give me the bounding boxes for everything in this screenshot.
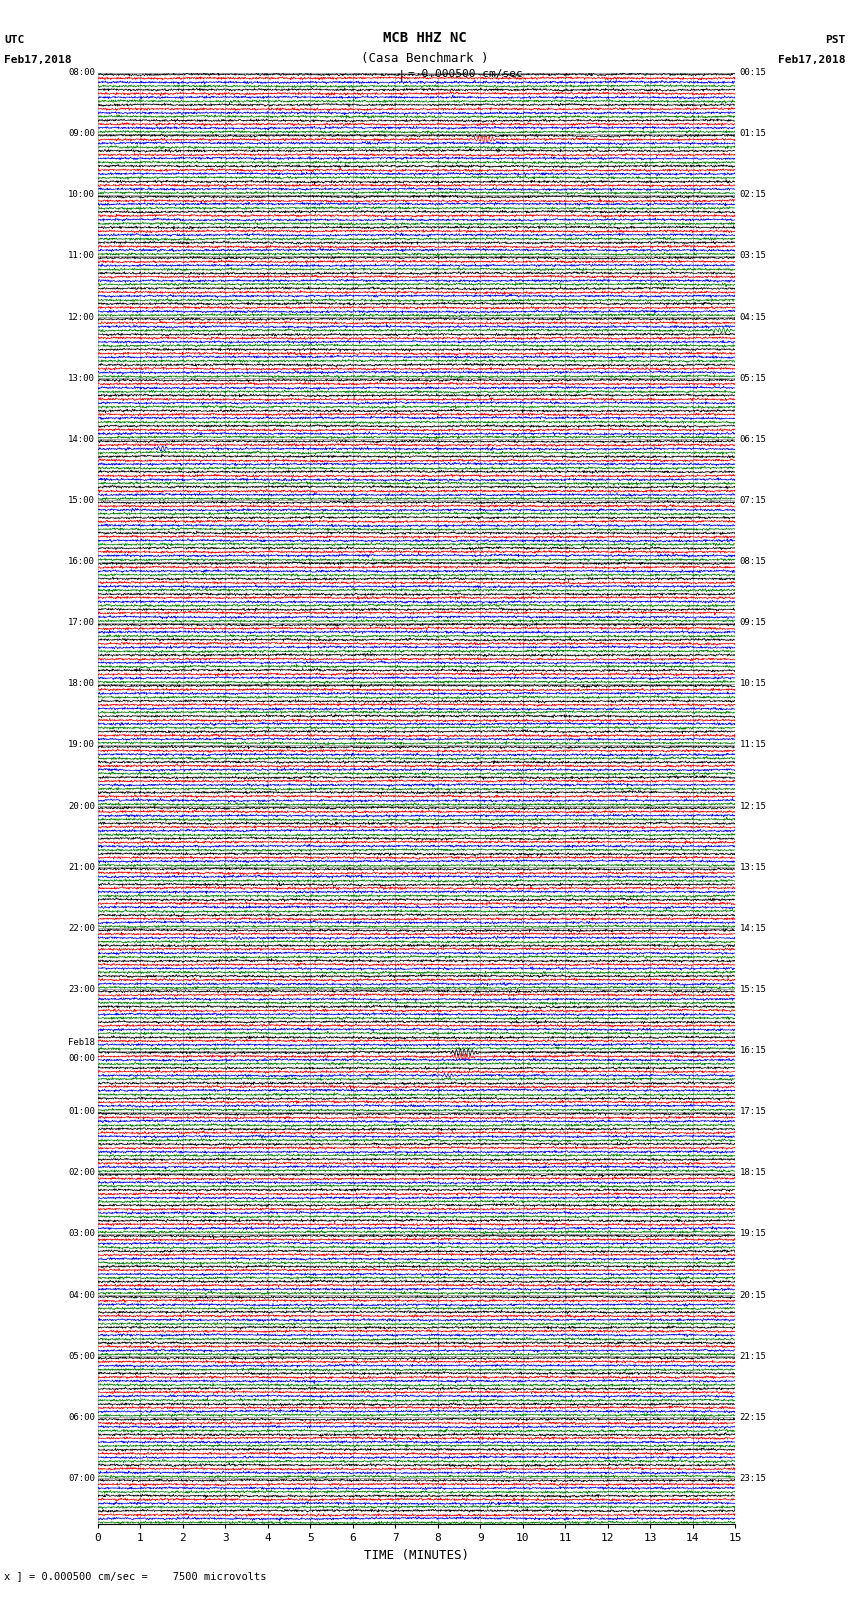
- Text: 02:00: 02:00: [68, 1168, 95, 1177]
- Text: 09:15: 09:15: [740, 618, 767, 627]
- Text: 16:00: 16:00: [68, 556, 95, 566]
- Text: 11:15: 11:15: [740, 740, 767, 750]
- Text: 07:15: 07:15: [740, 495, 767, 505]
- Text: 14:15: 14:15: [740, 924, 767, 932]
- Text: Feb17,2018: Feb17,2018: [4, 55, 71, 65]
- Text: 00:00: 00:00: [68, 1053, 95, 1063]
- Text: (Casa Benchmark ): (Casa Benchmark ): [361, 52, 489, 65]
- Text: 17:00: 17:00: [68, 618, 95, 627]
- Text: PST: PST: [825, 35, 846, 45]
- Text: = 0.000500 cm/sec: = 0.000500 cm/sec: [408, 69, 523, 79]
- Text: 19:00: 19:00: [68, 740, 95, 750]
- Text: 19:15: 19:15: [740, 1229, 767, 1239]
- Text: 04:15: 04:15: [740, 313, 767, 321]
- Text: 00:15: 00:15: [740, 68, 767, 77]
- Text: 15:00: 15:00: [68, 495, 95, 505]
- Text: 20:15: 20:15: [740, 1290, 767, 1300]
- Text: 23:15: 23:15: [740, 1474, 767, 1482]
- Text: 13:00: 13:00: [68, 374, 95, 382]
- X-axis label: TIME (MINUTES): TIME (MINUTES): [364, 1548, 469, 1561]
- Text: 16:15: 16:15: [740, 1047, 767, 1055]
- Text: Feb18: Feb18: [68, 1039, 95, 1047]
- Text: |: |: [398, 69, 405, 82]
- Text: 03:15: 03:15: [740, 252, 767, 260]
- Text: 20:00: 20:00: [68, 802, 95, 811]
- Text: 23:00: 23:00: [68, 986, 95, 994]
- Text: 02:15: 02:15: [740, 190, 767, 200]
- Text: 10:00: 10:00: [68, 190, 95, 200]
- Text: 17:15: 17:15: [740, 1107, 767, 1116]
- Text: 12:15: 12:15: [740, 802, 767, 811]
- Text: 13:15: 13:15: [740, 863, 767, 871]
- Text: 03:00: 03:00: [68, 1229, 95, 1239]
- Text: 21:00: 21:00: [68, 863, 95, 871]
- Text: 07:00: 07:00: [68, 1474, 95, 1482]
- Text: 22:00: 22:00: [68, 924, 95, 932]
- Text: x ] = 0.000500 cm/sec =    7500 microvolts: x ] = 0.000500 cm/sec = 7500 microvolts: [4, 1571, 267, 1581]
- Text: 21:15: 21:15: [740, 1352, 767, 1361]
- Text: 05:15: 05:15: [740, 374, 767, 382]
- Text: 08:15: 08:15: [740, 556, 767, 566]
- Text: UTC: UTC: [4, 35, 25, 45]
- Text: 18:15: 18:15: [740, 1168, 767, 1177]
- Text: 12:00: 12:00: [68, 313, 95, 321]
- Text: Feb17,2018: Feb17,2018: [779, 55, 846, 65]
- Text: 01:00: 01:00: [68, 1107, 95, 1116]
- Text: 11:00: 11:00: [68, 252, 95, 260]
- Text: 15:15: 15:15: [740, 986, 767, 994]
- Text: 18:00: 18:00: [68, 679, 95, 689]
- Text: 08:00: 08:00: [68, 68, 95, 77]
- Text: 06:15: 06:15: [740, 436, 767, 444]
- Text: 14:00: 14:00: [68, 436, 95, 444]
- Text: 04:00: 04:00: [68, 1290, 95, 1300]
- Text: 05:00: 05:00: [68, 1352, 95, 1361]
- Text: 10:15: 10:15: [740, 679, 767, 689]
- Text: 01:15: 01:15: [740, 129, 767, 139]
- Text: 22:15: 22:15: [740, 1413, 767, 1421]
- Text: 06:00: 06:00: [68, 1413, 95, 1421]
- Text: 09:00: 09:00: [68, 129, 95, 139]
- Text: MCB HHZ NC: MCB HHZ NC: [383, 31, 467, 45]
